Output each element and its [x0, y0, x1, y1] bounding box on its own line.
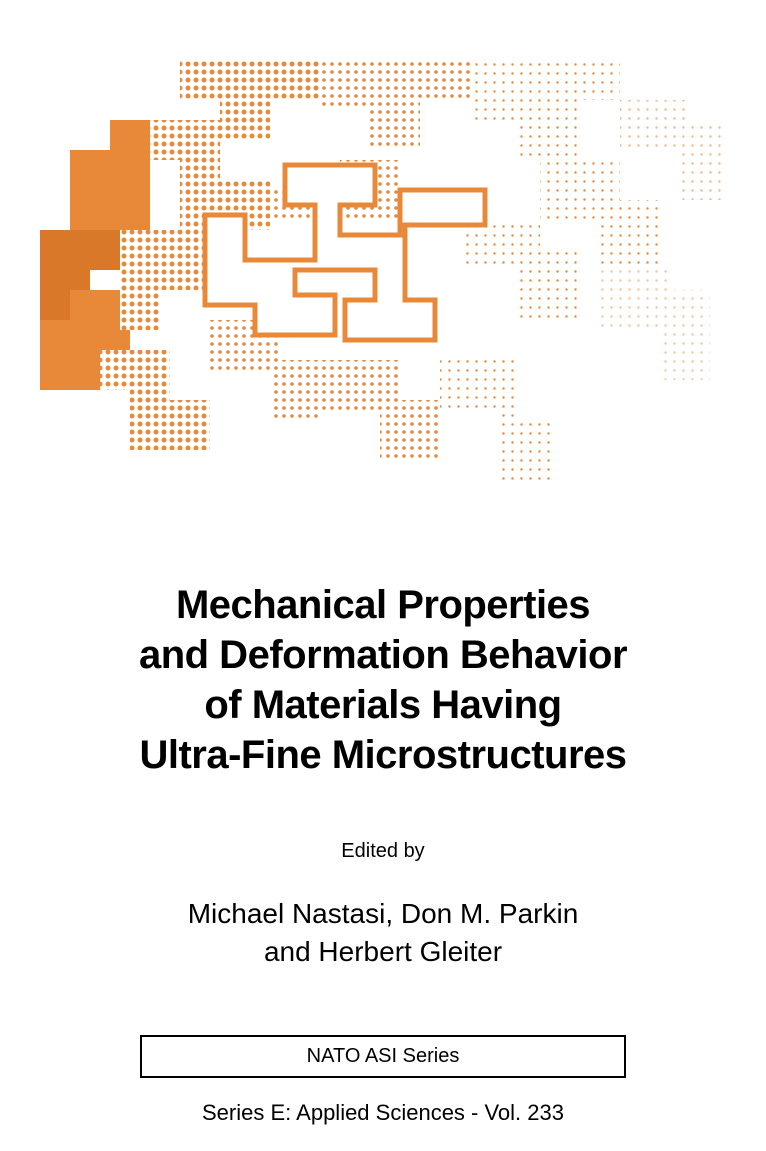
editors-block: Michael Nastasi, Don M. Parkin and Herbe… — [0, 895, 766, 971]
title-block: Mechanical Properties and Deformation Be… — [0, 580, 766, 780]
book-title: Mechanical Properties and Deformation Be… — [0, 580, 766, 780]
cover-graphic — [40, 60, 726, 500]
title-line: of Materials Having — [204, 683, 561, 727]
series-box: NATO ASI Series — [140, 1035, 626, 1078]
edited-by-label: Edited by — [0, 840, 766, 863]
title-line: Mechanical Properties — [176, 583, 590, 627]
title-line: and Deformation Behavior — [139, 633, 627, 677]
editors-line: Michael Nastasi, Don M. Parkin — [188, 898, 579, 929]
editors-line: and Herbert Gleiter — [264, 936, 502, 967]
book-cover: Mechanical Properties and Deformation Be… — [0, 0, 766, 1151]
series-subtitle: Series E: Applied Sciences - Vol. 233 — [0, 1100, 766, 1126]
title-line: Ultra-Fine Microstructures — [139, 733, 626, 777]
